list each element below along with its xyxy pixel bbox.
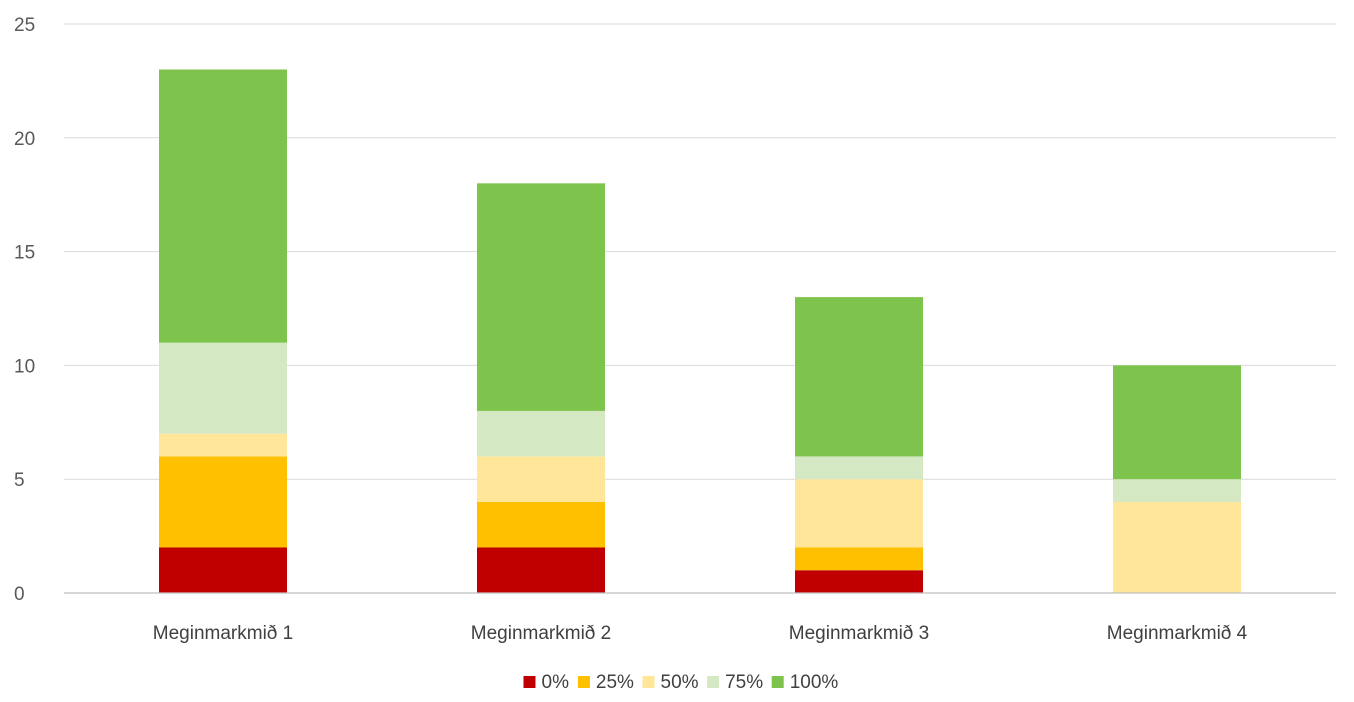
legend-item: 0% xyxy=(523,672,570,693)
bar-stack xyxy=(477,183,605,593)
bar-stack xyxy=(795,297,923,593)
bar-segment xyxy=(159,69,287,343)
legend-swatch xyxy=(577,676,590,688)
bar-segment xyxy=(159,456,287,548)
bars xyxy=(159,69,1241,593)
legend: 0% 25% 50% 75% 100% xyxy=(523,672,839,693)
legend-item: 100% xyxy=(771,672,839,693)
bar-segment xyxy=(795,456,923,480)
x-axis-category-labels: Meginmarkmið 1 Meginmarkmið 2 Meginmarkmið… xyxy=(153,623,1248,644)
bar-stack xyxy=(159,69,287,593)
x-category-label: Meginmarkmið 4 xyxy=(1107,623,1248,644)
y-tick-label: 10 xyxy=(14,356,35,377)
bar-segment xyxy=(795,547,923,571)
y-tick-label: 0 xyxy=(14,584,25,605)
x-category-label: Meginmarkmið 2 xyxy=(471,623,611,644)
bar-segment xyxy=(477,547,605,593)
bar-segment xyxy=(1113,479,1241,502)
bar-stack xyxy=(1113,365,1241,593)
legend-label: 75% xyxy=(725,672,763,693)
y-tick-label: 15 xyxy=(14,243,35,264)
bar-segment xyxy=(795,297,923,457)
legend-swatch xyxy=(523,676,536,688)
bar-segment xyxy=(1113,365,1241,480)
y-tick-label: 20 xyxy=(14,129,35,150)
y-tick-label: 5 xyxy=(14,470,25,491)
bar-segment xyxy=(159,547,287,593)
y-tick-label: 25 xyxy=(14,15,35,36)
x-category-label: Meginmarkmið 3 xyxy=(789,623,929,644)
bar-segment xyxy=(159,433,287,457)
legend-swatch xyxy=(771,676,784,688)
bar-segment xyxy=(1113,501,1241,593)
x-category-label: Meginmarkmið 1 xyxy=(153,623,293,644)
bar-segment xyxy=(477,410,605,457)
legend-label: 25% xyxy=(596,672,634,693)
legend-item: 50% xyxy=(642,672,699,693)
legend-label: 100% xyxy=(790,672,839,693)
legend-swatch xyxy=(707,676,720,688)
legend-label: 50% xyxy=(661,672,699,693)
y-axis-tick-labels: 0 5 10 15 20 25 xyxy=(14,15,35,605)
legend-item: 25% xyxy=(577,672,634,693)
legend-item: 75% xyxy=(707,672,763,693)
bar-segment xyxy=(477,183,605,411)
bar-segment xyxy=(477,456,605,502)
bar-segment xyxy=(795,570,923,593)
legend-label: 0% xyxy=(542,672,570,693)
legend-swatch xyxy=(642,676,655,688)
bar-segment xyxy=(159,342,287,434)
bar-segment xyxy=(477,501,605,548)
bar-segment xyxy=(795,479,923,548)
